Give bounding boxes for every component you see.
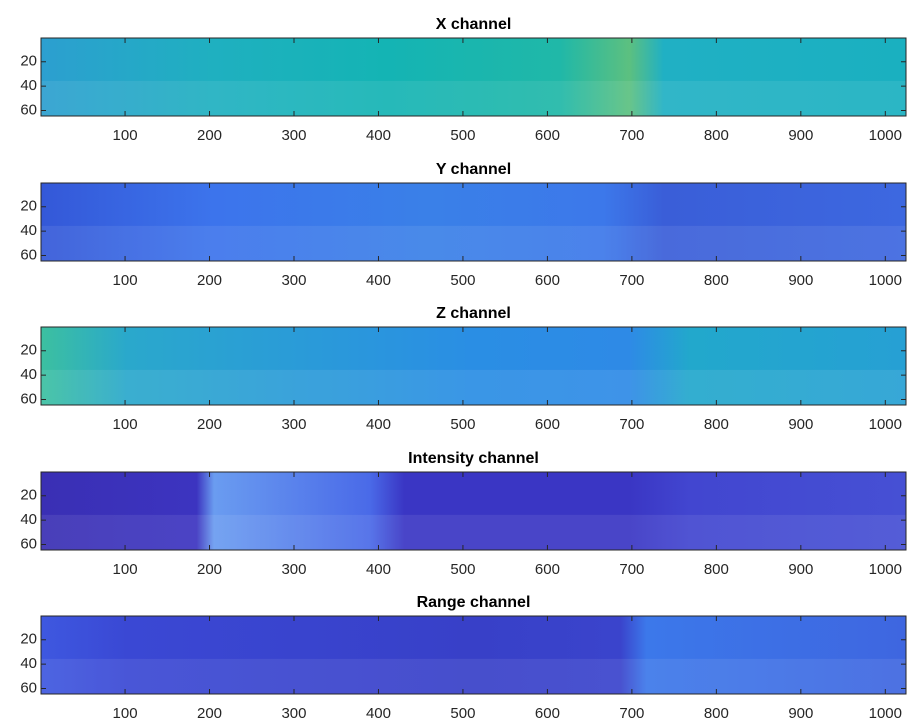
x-tick-label: 800	[704, 561, 729, 578]
image-lower-band	[41, 658, 906, 694]
x-tick-label: 1000	[869, 127, 902, 144]
x-tick-label: 900	[788, 272, 813, 289]
x-tick-label: 1000	[869, 416, 902, 433]
x-tick-label: 700	[619, 416, 644, 433]
x-tick-label: 200	[197, 416, 222, 433]
plot-title: Intensity channel	[408, 450, 539, 467]
image	[41, 183, 906, 261]
x-tick-label: 300	[281, 272, 306, 289]
x-tick-label: 800	[704, 127, 729, 144]
x-tick-label: 800	[704, 272, 729, 289]
axes-box	[40, 37, 907, 117]
x-tick-label: 900	[788, 705, 813, 722]
x-tick-label: 100	[113, 127, 138, 144]
image-lower-band	[41, 514, 906, 550]
axes-box	[40, 326, 907, 406]
x-tick-label: 600	[535, 705, 560, 722]
x-tick-label: 1000	[869, 561, 902, 578]
x-tick-label: 600	[535, 561, 560, 578]
axes-box	[40, 471, 907, 551]
x-tick-label: 200	[197, 705, 222, 722]
image	[41, 616, 906, 694]
x-tick-label: 700	[619, 705, 644, 722]
x-tick-label: 500	[450, 416, 475, 433]
x-tick-label: 800	[704, 416, 729, 433]
x-tick-label: 500	[450, 705, 475, 722]
x-tick-label: 900	[788, 127, 813, 144]
x-tick-label: 200	[197, 127, 222, 144]
y-tick-label: 60	[20, 246, 37, 263]
image	[41, 38, 906, 116]
x-tick-label: 300	[281, 705, 306, 722]
x-tick-label: 700	[619, 561, 644, 578]
x-tick-label: 100	[113, 272, 138, 289]
image	[41, 327, 906, 405]
x-tick-label: 300	[281, 127, 306, 144]
x-tick-label: 500	[450, 561, 475, 578]
x-tick-label: 400	[366, 561, 391, 578]
x-tick-label: 400	[366, 705, 391, 722]
y-tick-label: 60	[20, 679, 37, 696]
x-tick-label: 500	[450, 127, 475, 144]
x-tick-label: 400	[366, 416, 391, 433]
axes-box	[40, 182, 907, 262]
x-tick-label: 300	[281, 561, 306, 578]
x-tick-label: 500	[450, 272, 475, 289]
y-tick-label: 40	[20, 511, 37, 528]
plot-title: Range channel	[417, 594, 531, 611]
y-tick-label: 20	[20, 487, 37, 504]
x-tick-label: 900	[788, 561, 813, 578]
plot-title: Y channel	[436, 161, 511, 178]
y-tick-label: 40	[20, 222, 37, 239]
x-tick-label: 700	[619, 127, 644, 144]
x-tick-label: 400	[366, 127, 391, 144]
y-tick-label: 60	[20, 535, 37, 552]
x-tick-label: 800	[704, 705, 729, 722]
x-tick-label: 900	[788, 416, 813, 433]
y-tick-label: 20	[20, 631, 37, 648]
x-tick-label: 100	[113, 705, 138, 722]
plot-title: X channel	[436, 16, 512, 33]
x-tick-label: 600	[535, 272, 560, 289]
x-tick-label: 700	[619, 272, 644, 289]
y-tick-label: 60	[20, 101, 37, 118]
y-tick-label: 20	[20, 53, 37, 70]
y-tick-label: 40	[20, 366, 37, 383]
y-tick-label: 40	[20, 655, 37, 672]
x-tick-label: 1000	[869, 705, 902, 722]
y-tick-label: 60	[20, 390, 37, 407]
x-tick-label: 600	[535, 416, 560, 433]
y-tick-label: 20	[20, 342, 37, 359]
image	[41, 472, 906, 550]
y-tick-label: 20	[20, 198, 37, 215]
image-lower-band	[41, 80, 906, 116]
x-tick-label: 1000	[869, 272, 902, 289]
x-tick-label: 100	[113, 561, 138, 578]
plot-title: Z channel	[436, 305, 511, 322]
y-tick-label: 40	[20, 77, 37, 94]
image-lower-band	[41, 225, 906, 261]
x-tick-label: 200	[197, 272, 222, 289]
x-tick-label: 200	[197, 561, 222, 578]
x-tick-label: 600	[535, 127, 560, 144]
image-lower-band	[41, 369, 906, 405]
axes-box	[40, 615, 907, 695]
x-tick-label: 100	[113, 416, 138, 433]
x-tick-label: 400	[366, 272, 391, 289]
x-tick-label: 300	[281, 416, 306, 433]
